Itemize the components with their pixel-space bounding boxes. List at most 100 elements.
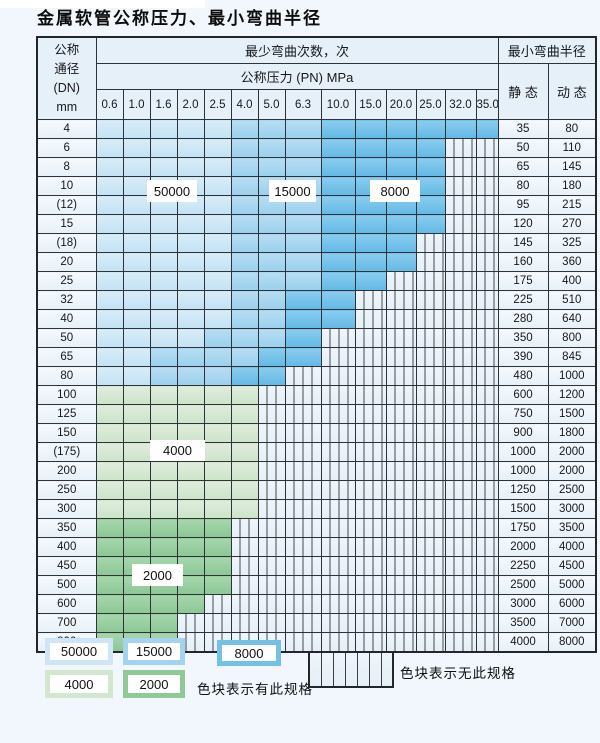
- spec-cell-50000: [95, 271, 124, 291]
- no-spec-cell: [475, 138, 499, 158]
- no-spec-cell: [444, 461, 477, 481]
- spec-cell-2000: [203, 518, 232, 538]
- no-spec-cell: [444, 138, 477, 158]
- spec-cell-15000: [230, 233, 259, 253]
- dynamic-radius-cell: 8000: [547, 632, 597, 653]
- spec-cell-4000: [176, 499, 205, 519]
- spec-cell-4000: [149, 385, 178, 405]
- pressure-col-header: 10.0: [320, 89, 356, 120]
- dn-cell: (18): [36, 233, 97, 253]
- spec-cell-50000: [95, 119, 124, 139]
- spec-cell-8000: [257, 366, 286, 386]
- no-spec-cell: [444, 575, 477, 595]
- dn-cell: 20: [36, 252, 97, 272]
- static-radius-cell: 175: [497, 271, 549, 291]
- dn-cell: 600: [36, 594, 97, 614]
- no-spec-cell: [444, 442, 477, 462]
- spec-cell-2000: [95, 594, 124, 614]
- spec-cell-50000: [149, 328, 178, 348]
- spec-cell-2000: [122, 594, 151, 614]
- table-row: 80040008000: [36, 632, 597, 653]
- pressure-col-header: 20.0: [385, 89, 417, 120]
- static-radius-cell: 2000: [497, 537, 549, 557]
- dn-cell: 8: [36, 157, 97, 177]
- no-spec-cell: [444, 537, 477, 557]
- spec-cell-15000: [230, 328, 259, 348]
- spec-cell-15000: [257, 119, 286, 139]
- spec-cell-8000: [354, 157, 387, 177]
- no-spec-cell: [284, 366, 322, 386]
- static-radius-cell: 600: [497, 385, 549, 405]
- spec-cell-2000: [122, 613, 151, 633]
- spec-cell-50000: [95, 252, 124, 272]
- no-spec-cell: [230, 594, 259, 614]
- no-spec-cell: [415, 233, 446, 253]
- spec-cell-8000: [320, 309, 356, 329]
- spec-cell-4000: [122, 404, 151, 424]
- dn-cell: (175): [36, 442, 97, 462]
- dynamic-radius-cell: 1500: [547, 404, 597, 424]
- spec-cell-50000: [95, 195, 124, 215]
- no-spec-cell: [415, 518, 446, 538]
- spec-cell-2000: [176, 556, 205, 576]
- no-spec-cell: [475, 594, 499, 614]
- radius-header: 最小弯曲半径: [497, 36, 597, 64]
- spec-cell-8000: [230, 366, 259, 386]
- static-radius-cell: 225: [497, 290, 549, 310]
- no-spec-cell: [354, 613, 387, 633]
- dn-cell: 250: [36, 480, 97, 500]
- static-radius-cell: 3500: [497, 613, 549, 633]
- spec-cell-4000: [122, 499, 151, 519]
- spec-cell-50000: [176, 233, 205, 253]
- no-spec-cell: [415, 537, 446, 557]
- no-spec-cell: [475, 214, 499, 234]
- legend-swatch-4000: 4000: [45, 670, 113, 698]
- spec-cell-15000: [230, 138, 259, 158]
- table-row: 8 65 145: [36, 157, 597, 177]
- spec-cell-50000: [176, 214, 205, 234]
- no-spec-cell: [284, 632, 322, 653]
- static-radius-cell: 900: [497, 423, 549, 443]
- spec-cell-15000: [230, 309, 259, 329]
- static-radius-cell: 1750: [497, 518, 549, 538]
- spec-cell-50000: [203, 214, 232, 234]
- spec-cell-4000: [122, 423, 151, 443]
- no-spec-cell: [284, 518, 322, 538]
- dn-cell: 700: [36, 613, 97, 633]
- no-spec-cell: [284, 537, 322, 557]
- table-row: 65 390 845: [36, 347, 597, 367]
- dn-cell: 400: [36, 537, 97, 557]
- spec-cell-50000: [176, 138, 205, 158]
- spec-cell-4000: [203, 499, 232, 519]
- no-spec-cell: [320, 423, 356, 443]
- dn-cell: 450: [36, 556, 97, 576]
- table-row: 250 1250 2500: [36, 480, 597, 500]
- spec-cell-15000: [284, 138, 322, 158]
- table-row: 15 120 270: [36, 214, 597, 234]
- spec-cell-4000: [230, 385, 259, 405]
- dynamic-radius-cell: 2500: [547, 480, 597, 500]
- spec-cell-50000: [176, 328, 205, 348]
- no-spec-cell: [385, 366, 417, 386]
- static-radius-cell: 3000: [497, 594, 549, 614]
- spec-cell-8000: [320, 214, 356, 234]
- spec-cell-15000: [149, 366, 178, 386]
- spec-cell-8000: [284, 328, 322, 348]
- no-spec-cell: [444, 613, 477, 633]
- spec-cell-50000: [149, 138, 178, 158]
- no-spec-cell: [475, 556, 499, 576]
- spec-cell-15000: [257, 290, 286, 310]
- dn-cell: 15: [36, 214, 97, 234]
- spec-cell-8000: [385, 119, 417, 139]
- region-label-15000: 15000: [269, 180, 316, 202]
- spec-cell-50000: [176, 309, 205, 329]
- spec-cell-15000: [284, 271, 322, 291]
- spec-cell-15000: [284, 157, 322, 177]
- no-spec-cell: [284, 404, 322, 424]
- dynamic-radius-cell: 215: [547, 195, 597, 215]
- no-spec-cell: [385, 271, 417, 291]
- pressure-col-header: 2.5: [203, 89, 232, 120]
- no-spec-cell: [284, 575, 322, 595]
- spec-cell-8000: [354, 252, 387, 272]
- no-spec-cell: [475, 366, 499, 386]
